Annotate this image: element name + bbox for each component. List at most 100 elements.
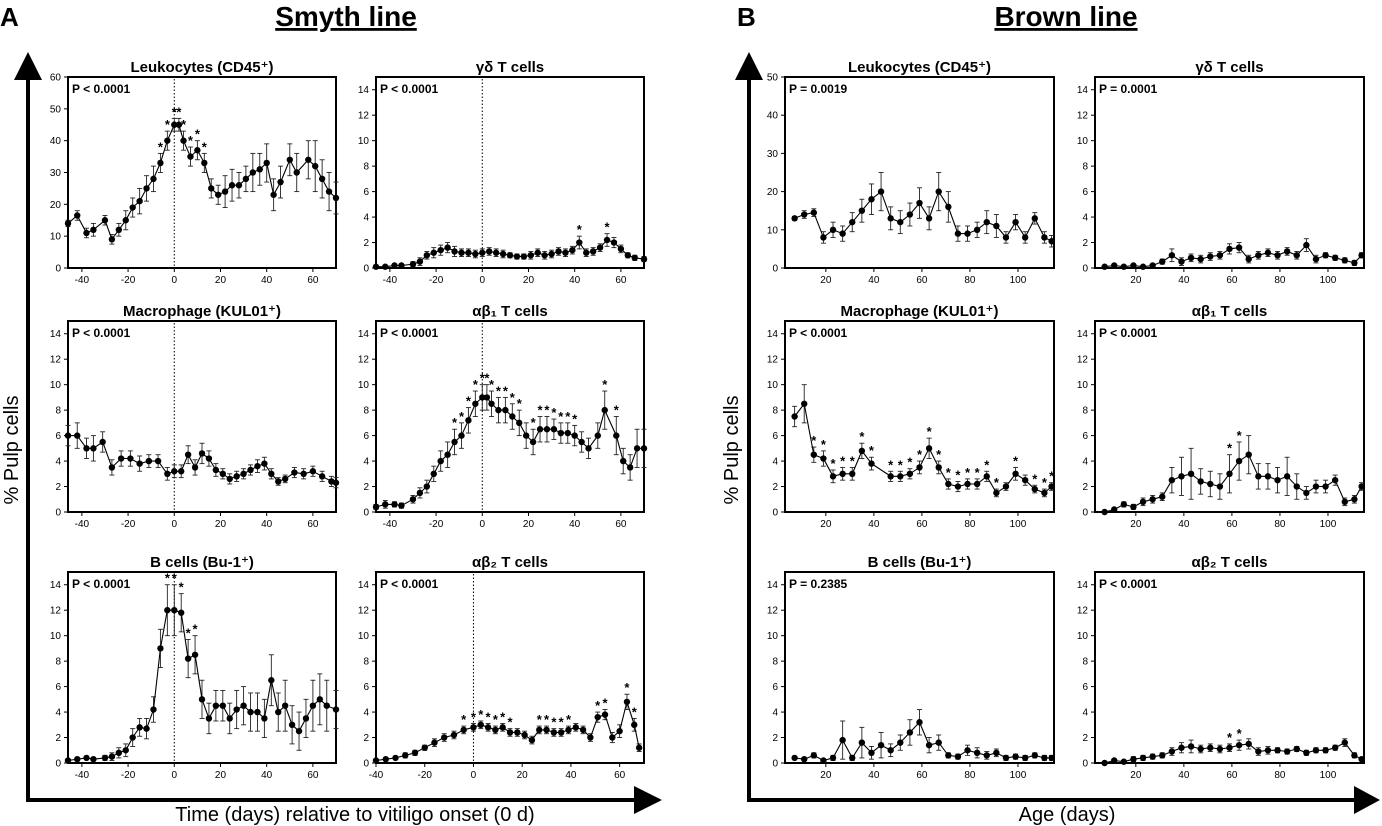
data-point	[594, 713, 601, 721]
data-point	[83, 445, 90, 452]
data-point	[509, 413, 516, 420]
x-tick-label: 20	[523, 275, 535, 286]
data-point	[1255, 473, 1262, 480]
data-point	[323, 702, 330, 709]
x-tick-label: 40	[1178, 770, 1190, 781]
data-point	[1235, 457, 1243, 465]
x-tick-label: 80	[1274, 770, 1286, 781]
data-point	[791, 413, 798, 420]
data-point	[925, 445, 933, 452]
y-tick-label: 0	[772, 508, 778, 519]
data-point	[1341, 739, 1348, 746]
data-point	[506, 729, 514, 736]
data-point	[1168, 252, 1176, 259]
y-tick-label: 14	[1077, 85, 1089, 96]
data-point	[502, 406, 509, 414]
p-value-label: P < 0.0001	[380, 82, 438, 96]
data-point	[372, 757, 380, 764]
data-point	[858, 207, 866, 214]
data-point	[993, 749, 1000, 757]
data-point	[64, 432, 72, 439]
panel-title-b: Brown line	[994, 1, 1137, 32]
y-tick-label: 10	[358, 136, 370, 147]
significance-star: *	[503, 383, 509, 398]
y-tick-label: 12	[358, 355, 370, 366]
data-point	[557, 429, 565, 437]
data-point	[1101, 759, 1108, 767]
data-point	[868, 460, 875, 467]
significance-star: *	[489, 377, 495, 392]
y-tick-label: 6	[1082, 682, 1088, 693]
y-arrow-head-b	[735, 52, 763, 80]
y-tick-label: 14	[50, 329, 62, 340]
y-tick-label: 4	[772, 708, 778, 719]
data-point	[613, 432, 620, 439]
y-tick-label: 2	[363, 482, 369, 493]
series-line	[794, 721, 1052, 762]
x-tick-label: -20	[121, 770, 136, 781]
series-line	[1104, 453, 1363, 513]
data-point	[465, 417, 472, 424]
data-point	[1255, 252, 1262, 259]
data-point	[877, 741, 885, 749]
data-point	[430, 249, 437, 256]
data-point	[221, 188, 229, 195]
data-point	[1283, 473, 1291, 480]
plot-frame	[375, 320, 645, 513]
data-point	[801, 400, 808, 407]
data-point	[993, 489, 1000, 497]
data-point	[640, 255, 648, 263]
data-point	[83, 754, 90, 762]
x-tick-label: 40	[569, 275, 581, 286]
data-point	[127, 455, 134, 462]
data-point	[64, 757, 72, 764]
y-tick-label: 14	[358, 329, 370, 340]
data-point	[247, 708, 254, 716]
data-point	[171, 121, 178, 128]
data-point	[791, 215, 798, 222]
data-point	[1048, 754, 1055, 762]
data-point	[631, 721, 638, 728]
y-tick-label: 10	[358, 631, 370, 642]
significance-star: *	[811, 433, 817, 448]
x-tick-label: 60	[1226, 275, 1238, 286]
panel-letter-b: B	[737, 2, 756, 32]
data-point	[108, 236, 116, 243]
y-tick-label: 14	[767, 580, 779, 591]
x-tick-label: 80	[1274, 519, 1286, 530]
data-point	[820, 455, 827, 462]
p-value-label: P = 0.0001	[1099, 82, 1157, 96]
data-point	[1031, 752, 1038, 759]
data-point	[318, 473, 326, 480]
x-tick-label: 60	[916, 519, 928, 530]
x-tick-label: 60	[615, 519, 627, 530]
significance-star: *	[907, 455, 913, 470]
x-tick-label: 20	[1130, 519, 1142, 530]
data-point	[184, 655, 192, 662]
data-point	[281, 475, 289, 483]
data-point	[171, 468, 178, 475]
data-point	[1178, 258, 1185, 265]
x-tick-label: 100	[1320, 275, 1337, 286]
data-point	[610, 239, 618, 246]
data-point	[136, 724, 143, 731]
y-tick-label: 0	[1082, 759, 1088, 770]
data-point	[450, 731, 458, 739]
data-point	[578, 438, 585, 446]
data-point	[1101, 508, 1108, 516]
x-tick-label: 0	[479, 275, 485, 286]
data-point	[527, 252, 534, 259]
data-point	[1002, 234, 1010, 241]
subplot-title: B cells (Bu-1⁺)	[868, 554, 972, 571]
data-point	[887, 473, 894, 480]
data-point	[562, 249, 569, 256]
significance-star: *	[595, 698, 601, 713]
x-arrow-head-a	[634, 786, 662, 814]
y-tick-label: 2	[1082, 482, 1088, 493]
data-point	[579, 726, 587, 734]
data-point	[1178, 473, 1185, 480]
x-tick-label: 0	[171, 519, 177, 530]
significance-star: *	[572, 411, 578, 426]
significance-star: *	[165, 571, 171, 586]
data-point	[557, 729, 565, 736]
